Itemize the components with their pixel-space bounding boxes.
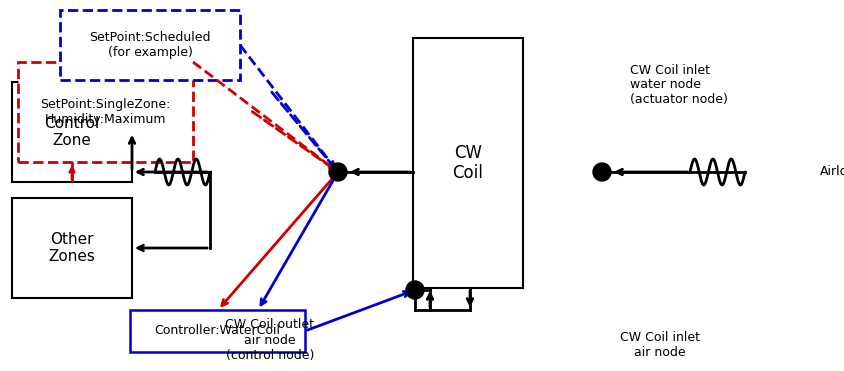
- Text: SetPoint:Scheduled
(for example): SetPoint:Scheduled (for example): [89, 31, 210, 59]
- FancyBboxPatch shape: [12, 198, 132, 298]
- Text: CW Coil inlet
water node
(actuator node): CW Coil inlet water node (actuator node): [630, 63, 727, 106]
- Text: CW Coil inlet
air node: CW Coil inlet air node: [619, 331, 699, 359]
- FancyBboxPatch shape: [18, 62, 192, 162]
- FancyBboxPatch shape: [12, 82, 132, 182]
- Text: Control
Zone: Control Zone: [45, 116, 100, 148]
- Text: CW
Coil: CW Coil: [452, 144, 483, 183]
- FancyBboxPatch shape: [130, 310, 305, 352]
- FancyBboxPatch shape: [60, 10, 240, 80]
- Text: Other
Zones: Other Zones: [48, 232, 95, 264]
- FancyBboxPatch shape: [413, 38, 522, 288]
- Text: Airloop: Airloop: [819, 165, 844, 178]
- Circle shape: [328, 163, 347, 181]
- Circle shape: [405, 281, 424, 299]
- Circle shape: [592, 163, 610, 181]
- Text: Controller:WaterCoil: Controller:WaterCoil: [154, 325, 280, 338]
- Text: SetPoint:SingleZone:
Humidity:Maximum: SetPoint:SingleZone: Humidity:Maximum: [41, 98, 170, 126]
- Text: CW Coil outlet
air node
(control node): CW Coil outlet air node (control node): [225, 318, 314, 361]
